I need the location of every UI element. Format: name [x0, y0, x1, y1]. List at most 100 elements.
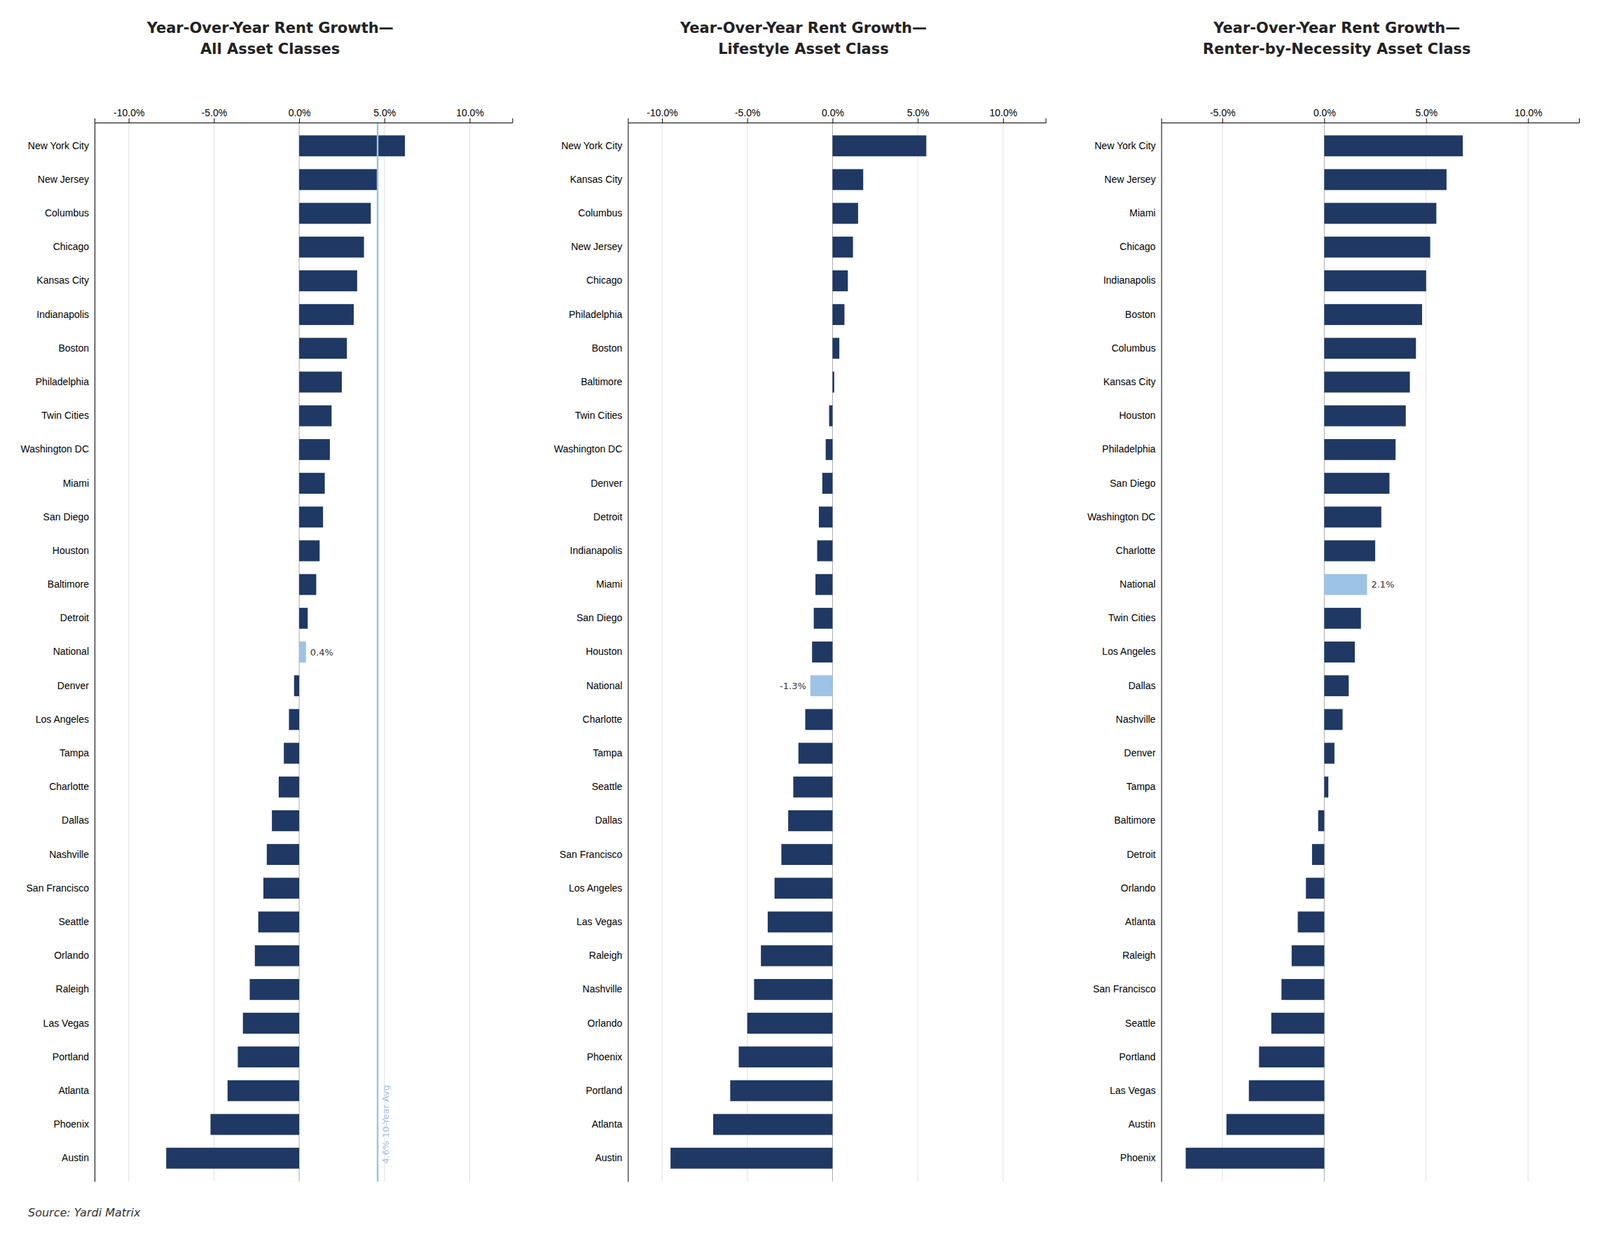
y-tick: Kansas City [570, 173, 623, 185]
y-tick: Chicago [53, 240, 90, 253]
y-tick: Kansas City [1103, 376, 1156, 388]
bar [832, 168, 864, 190]
y-tick-label: Indianapolis [1103, 274, 1156, 286]
y-axis-line [1161, 123, 1163, 1183]
y-tick: Indianapolis [36, 308, 89, 321]
bar [832, 236, 853, 258]
y-tick-label: San Diego [1109, 477, 1156, 489]
bar [1323, 776, 1329, 798]
y-tick-label: Washington DC [554, 443, 623, 455]
y-tick-label: Los Angeles [1101, 645, 1156, 658]
bar [1323, 203, 1437, 225]
y-tick: Houston [1119, 409, 1156, 422]
y-tick-label: Baltimore [580, 376, 623, 388]
x-tick-mark [1222, 118, 1224, 123]
y-tick: National [586, 680, 623, 692]
y-tick: Kansas City [36, 274, 89, 286]
chart-title: Year-Over-Year Rent Growth—Renter-by-Nec… [1202, 19, 1472, 58]
y-tick: Indianapolis [1103, 274, 1156, 286]
y-tick-label: Kansas City [570, 173, 623, 185]
bars [166, 122, 405, 1182]
bar [1312, 844, 1324, 866]
y-tick-label: Denver [57, 680, 89, 692]
x-tick-mark [1323, 118, 1325, 123]
chart-title: Year-Over-Year Rent Growth—All Asset Cla… [146, 19, 394, 58]
y-tick-label: Philadelphia [35, 376, 89, 388]
bar [258, 912, 300, 934]
y-tick-label: Seattle [1125, 1017, 1156, 1029]
y-tick-label: Philadelphia [1101, 443, 1156, 455]
bar [832, 304, 845, 326]
y-tick-label: New Jersey [570, 240, 623, 253]
y-tick: National [1119, 578, 1156, 590]
bar [299, 540, 320, 562]
chart-title: Year-Over-Year Rent Growth—Lifestyle Ass… [679, 19, 927, 58]
bar [1323, 743, 1335, 765]
y-tick-label: Seattle [58, 916, 89, 928]
y-tick: Baltimore [47, 578, 89, 590]
y-tick-label: Dallas [1128, 680, 1156, 692]
bar [788, 810, 833, 832]
bar [825, 439, 833, 461]
y-tick: San Diego [43, 511, 90, 523]
y-tick: Washington DC [554, 443, 623, 455]
y-tick: Raleigh [589, 949, 623, 962]
x-tick: 5.0% [373, 107, 396, 123]
grid [128, 122, 471, 1182]
y-tick: Las Vegas [1109, 1085, 1156, 1097]
y-tick: Charlotte [582, 713, 623, 726]
bar [753, 979, 833, 1001]
y-tick-label: Atlanta [591, 1118, 623, 1130]
bar [1323, 675, 1349, 697]
y-tick-label: San Diego [576, 612, 623, 624]
y-tick: Twin Cities [41, 409, 89, 422]
bar [299, 270, 358, 292]
y-tick: Tampa [59, 747, 89, 759]
y-tick: Boston [591, 342, 623, 354]
bar [1323, 472, 1390, 494]
y-tick-label: Chicago [53, 240, 90, 253]
y-tick-label: Charlotte [49, 781, 89, 793]
x-tick-label: 10.0% [456, 107, 485, 119]
y-axis: New York CityKansas CityColumbusNew Jers… [554, 123, 629, 1183]
y-tick: San Diego [576, 612, 623, 624]
grid-line [128, 122, 129, 1182]
y-tick: Indianapolis [570, 545, 623, 557]
y-tick: Charlotte [49, 781, 89, 793]
x-tick-label: 0.0% [821, 107, 845, 119]
y-tick-label: Detroit [593, 511, 623, 523]
bar [266, 844, 300, 866]
bar-annotation: -1.3% [779, 680, 807, 692]
bar [713, 1114, 833, 1136]
y-tick: Dallas [61, 814, 89, 826]
bar [210, 1114, 300, 1136]
x-tick: 0.0% [288, 107, 312, 123]
x-tick: 0.0% [1313, 107, 1336, 123]
bar [299, 168, 378, 190]
bar [832, 135, 927, 157]
y-tick: Phoenix [1120, 1152, 1156, 1164]
chart-canvas: 4.6% 10-Year Avg-10.0%-5.0%0.0%5.0%10.0%… [0, 0, 1600, 1234]
bar [278, 776, 300, 798]
y-tick-label: Indianapolis [36, 308, 89, 321]
bar [299, 574, 316, 596]
bar [832, 203, 859, 225]
y-tick: Orlando [1120, 882, 1156, 894]
y-tick: Austin [1128, 1118, 1156, 1130]
bar [237, 1046, 300, 1068]
y-tick: Baltimore [580, 376, 623, 388]
y-tick-label: New Jersey [37, 173, 89, 185]
y-tick-label: Columbus [44, 207, 89, 219]
y-tick-label: Orlando [587, 1017, 623, 1029]
y-tick: Baltimore [1114, 814, 1156, 826]
bar [299, 135, 405, 157]
x-tick-mark [661, 118, 663, 123]
bar [1323, 337, 1416, 359]
x-tick-mark [1426, 118, 1427, 123]
bar [1226, 1114, 1325, 1136]
y-tick: Atlanta [591, 1118, 623, 1130]
bar [1249, 1080, 1325, 1102]
y-tick-label: Austin [61, 1152, 89, 1164]
chart-title-line: Lifestyle Asset Class [718, 40, 889, 58]
bar [798, 743, 833, 765]
